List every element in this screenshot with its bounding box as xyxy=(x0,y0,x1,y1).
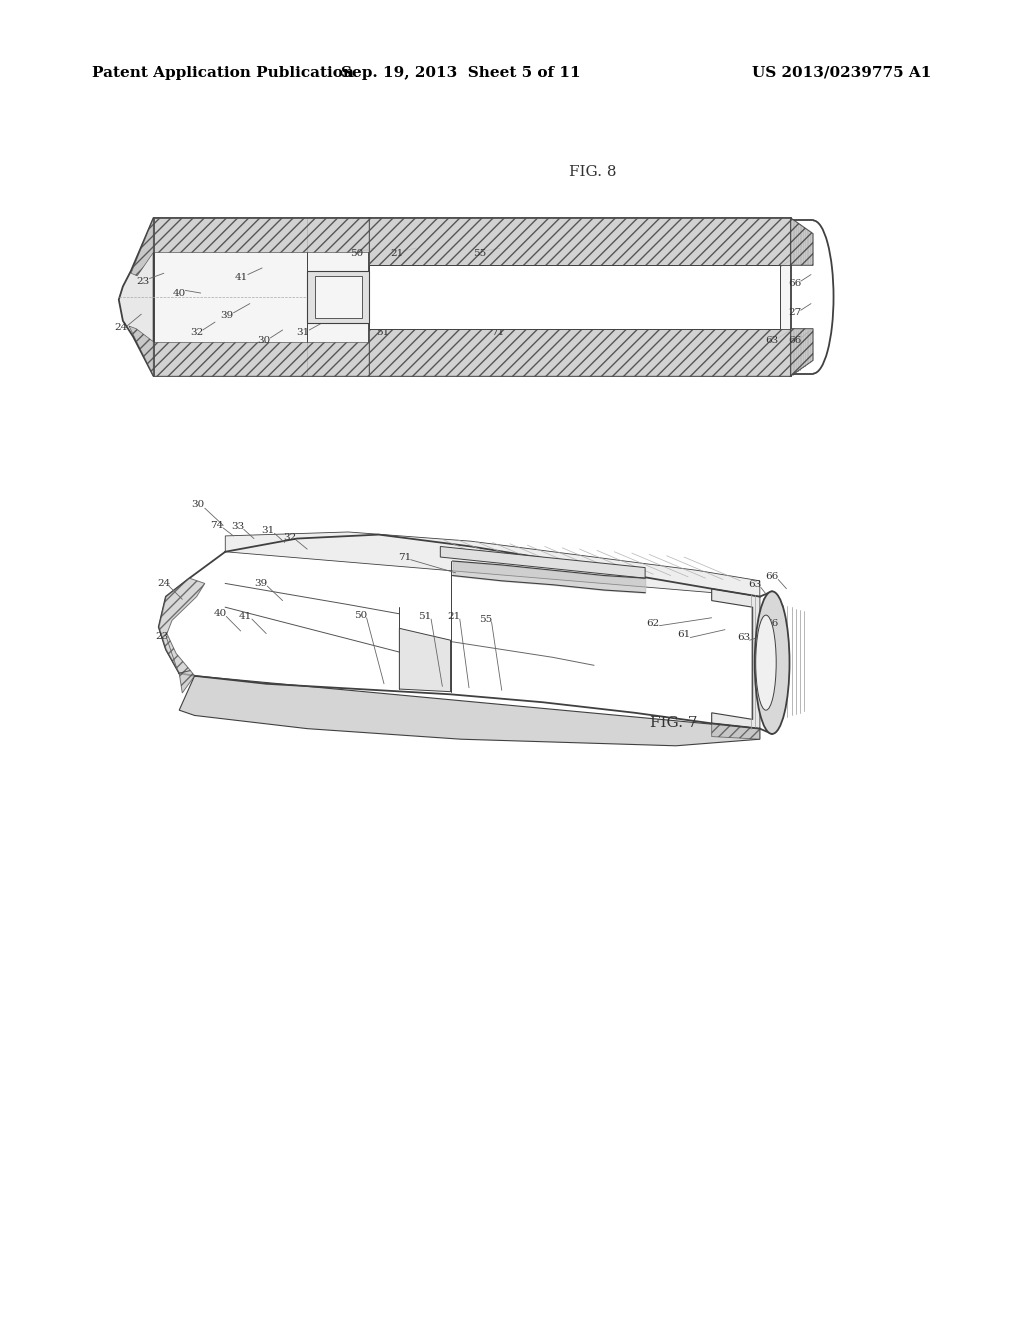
Text: 51: 51 xyxy=(419,612,431,620)
Polygon shape xyxy=(154,342,369,376)
Text: 63: 63 xyxy=(766,267,778,275)
Text: 32: 32 xyxy=(284,533,296,541)
Text: 32: 32 xyxy=(190,329,203,337)
Text: 63: 63 xyxy=(737,634,750,642)
Polygon shape xyxy=(119,218,154,376)
Bar xyxy=(369,265,780,329)
Polygon shape xyxy=(129,326,154,376)
Text: 66: 66 xyxy=(788,337,801,345)
Text: 31: 31 xyxy=(262,527,274,535)
Ellipse shape xyxy=(756,615,776,710)
Text: 71: 71 xyxy=(398,553,411,561)
Text: 31: 31 xyxy=(297,329,309,337)
Polygon shape xyxy=(154,218,369,252)
Text: 27: 27 xyxy=(788,309,801,317)
Polygon shape xyxy=(791,329,813,376)
Polygon shape xyxy=(131,218,154,276)
Text: 30: 30 xyxy=(191,500,204,508)
Text: 51: 51 xyxy=(377,329,389,337)
Polygon shape xyxy=(369,329,791,376)
Text: 55: 55 xyxy=(473,249,485,257)
Text: 39: 39 xyxy=(221,312,233,319)
Text: 71: 71 xyxy=(492,329,504,337)
Text: 66: 66 xyxy=(788,280,801,288)
Polygon shape xyxy=(712,589,760,729)
Text: 21: 21 xyxy=(447,612,460,620)
Text: 66: 66 xyxy=(766,573,778,581)
Polygon shape xyxy=(179,676,760,746)
Polygon shape xyxy=(712,723,760,739)
Polygon shape xyxy=(179,671,195,693)
Text: 41: 41 xyxy=(240,612,252,620)
Text: 50: 50 xyxy=(350,249,362,257)
Text: 39: 39 xyxy=(255,579,267,587)
Bar xyxy=(307,271,369,323)
Bar xyxy=(315,276,362,318)
Text: US 2013/0239775 A1: US 2013/0239775 A1 xyxy=(753,66,932,79)
Polygon shape xyxy=(159,578,205,673)
Text: 62: 62 xyxy=(647,619,659,627)
Text: 63: 63 xyxy=(766,337,778,345)
Text: 50: 50 xyxy=(354,611,367,619)
Text: 24: 24 xyxy=(115,323,127,331)
Text: Patent Application Publication: Patent Application Publication xyxy=(92,66,354,79)
Text: 61: 61 xyxy=(678,631,690,639)
Text: 41: 41 xyxy=(236,273,248,281)
Text: 40: 40 xyxy=(214,610,226,618)
Text: Sep. 19, 2013  Sheet 5 of 11: Sep. 19, 2013 Sheet 5 of 11 xyxy=(341,66,581,79)
Bar xyxy=(154,218,791,376)
Text: 33: 33 xyxy=(231,523,244,531)
Text: 21: 21 xyxy=(391,249,403,257)
Text: 24: 24 xyxy=(158,579,170,587)
Text: 23: 23 xyxy=(156,632,168,640)
Polygon shape xyxy=(369,218,791,265)
Text: 63: 63 xyxy=(749,581,761,589)
Text: 23: 23 xyxy=(137,277,150,285)
Text: 30: 30 xyxy=(258,337,270,345)
Text: FIG. 8: FIG. 8 xyxy=(569,165,616,178)
Text: 40: 40 xyxy=(173,289,185,297)
Text: 74: 74 xyxy=(211,521,223,529)
Polygon shape xyxy=(225,532,760,597)
Text: 55: 55 xyxy=(479,615,492,623)
Polygon shape xyxy=(440,546,645,578)
Polygon shape xyxy=(791,218,813,265)
Ellipse shape xyxy=(755,591,790,734)
Polygon shape xyxy=(399,628,451,692)
Text: 66: 66 xyxy=(766,619,778,627)
Text: FIG. 7: FIG. 7 xyxy=(650,717,697,730)
